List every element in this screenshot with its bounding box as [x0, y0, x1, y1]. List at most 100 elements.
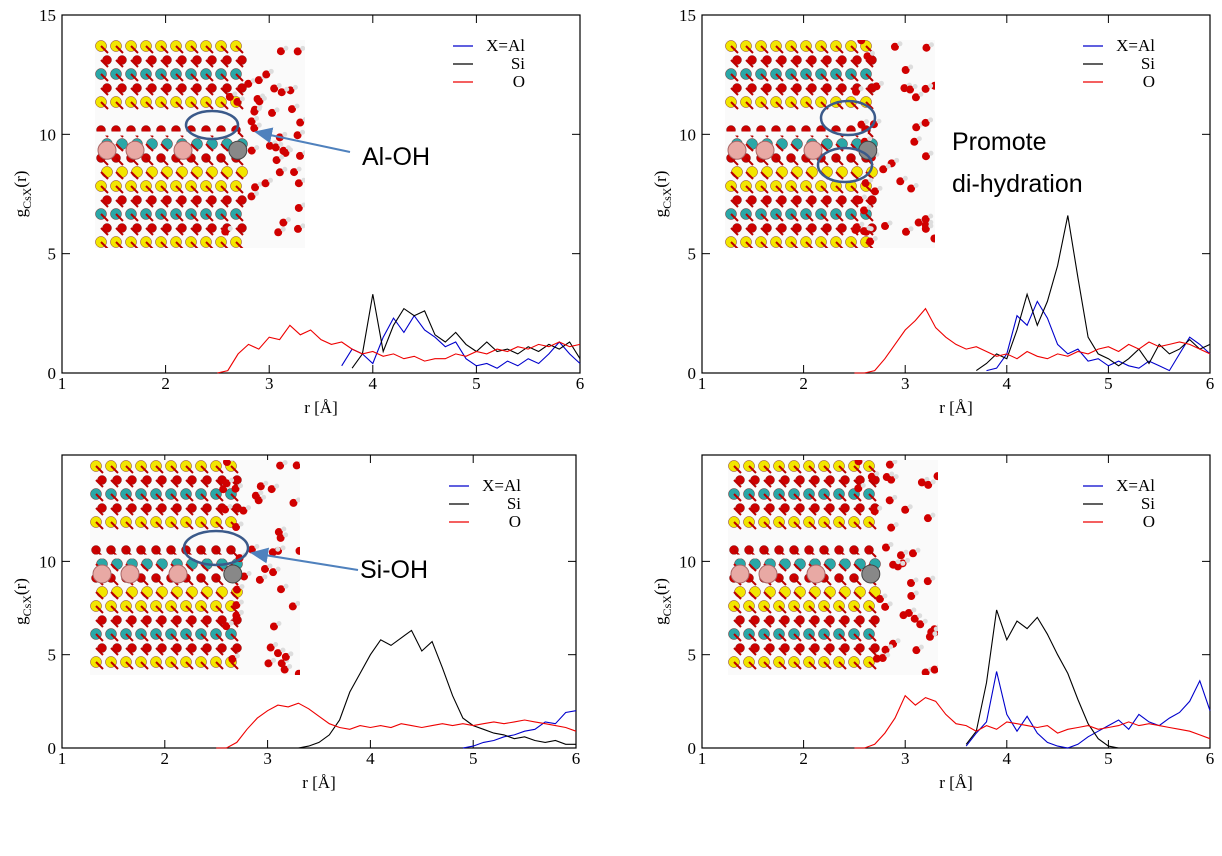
y-tick-label: 10: [679, 125, 696, 144]
water-h: [861, 483, 866, 488]
x-tick-label: 1: [698, 374, 707, 393]
series-line: [987, 301, 1211, 370]
legend-label: X=Al: [486, 36, 525, 55]
x-axis-label: r [Å]: [939, 398, 973, 417]
water-h: [930, 576, 935, 581]
y-label-tail: (r): [651, 578, 670, 595]
water-h: [882, 594, 887, 599]
atom: [112, 587, 123, 598]
water-o: [857, 36, 865, 44]
water-h: [260, 93, 265, 98]
water-h: [937, 664, 942, 669]
water-h: [889, 472, 894, 477]
atom: [227, 686, 236, 695]
y-tick-label: 5: [688, 245, 697, 264]
atom: [177, 167, 188, 178]
y-tick-label: 5: [48, 245, 57, 264]
cs-atom: [759, 565, 777, 583]
y-tick-label: 10: [679, 552, 696, 571]
x-tick-label: 4: [366, 749, 375, 768]
water-h: [229, 621, 234, 626]
atom: [237, 167, 248, 178]
water-h: [276, 567, 281, 572]
y-tick-label: 10: [39, 125, 56, 144]
x-tick-label: 5: [1104, 374, 1113, 393]
water-h: [278, 142, 283, 147]
y-label-sub: CsX: [20, 595, 34, 617]
water-h: [287, 664, 292, 669]
x-tick-label: 6: [1206, 374, 1215, 393]
x-axis-label: r [Å]: [304, 398, 338, 417]
atom: [122, 686, 131, 695]
bond: [839, 690, 846, 697]
water-h: [239, 522, 244, 527]
atom: [207, 167, 218, 178]
water-h: [247, 571, 252, 576]
atom: [837, 167, 848, 178]
x-tick-label: 3: [263, 749, 272, 768]
water-h: [868, 178, 873, 183]
water-h: [859, 86, 864, 91]
atom: [102, 167, 113, 178]
bond: [126, 690, 133, 697]
x-tick-label: 2: [161, 749, 170, 768]
water-h: [254, 145, 259, 150]
atom: [167, 686, 176, 695]
annotation: Promote: [952, 128, 1046, 156]
water-h: [239, 610, 244, 615]
atom: [790, 686, 799, 695]
water-h: [879, 81, 884, 86]
y-label-tail: (r): [11, 171, 30, 188]
x-tick-label: 4: [1003, 749, 1012, 768]
bond: [171, 690, 178, 697]
x-axis-label: r [Å]: [939, 773, 973, 792]
y-label-tail: (r): [11, 578, 30, 595]
water-h: [295, 104, 300, 109]
water-o: [296, 547, 304, 555]
water-h: [228, 504, 233, 509]
water-h: [940, 471, 945, 476]
bond: [111, 690, 118, 697]
water-h: [257, 106, 262, 111]
water-h: [896, 638, 901, 643]
water-h: [284, 584, 289, 589]
gray-atom: [224, 565, 242, 583]
x-tick-label: 3: [901, 749, 910, 768]
x-tick-label: 4: [369, 374, 378, 393]
water-h: [263, 481, 268, 486]
water-h: [914, 591, 919, 596]
water-h: [301, 178, 306, 183]
x-tick-label: 1: [58, 749, 67, 768]
water-h: [299, 460, 304, 465]
gray-atom: [862, 565, 880, 583]
water-h: [929, 42, 934, 47]
atom: [137, 686, 146, 695]
atom: [795, 587, 806, 598]
y-axis-label: gCsX(r): [651, 171, 674, 218]
atom: [112, 559, 123, 570]
water-h: [917, 136, 922, 141]
y-tick-label: 5: [688, 646, 697, 665]
atom: [107, 686, 116, 695]
water-h: [238, 483, 243, 488]
water-h: [937, 233, 942, 238]
y-tick-label: 0: [48, 739, 57, 758]
y-axis-label: gCsX(r): [11, 578, 34, 625]
water-h: [862, 195, 867, 200]
atom: [172, 587, 183, 598]
water-h: [257, 123, 262, 128]
x-tick-label: 2: [161, 374, 170, 393]
atom: [840, 587, 851, 598]
water-h: [911, 607, 916, 612]
atom: [142, 587, 153, 598]
water-h: [905, 558, 910, 563]
x-tick-label: 3: [901, 374, 910, 393]
water-h: [892, 459, 897, 464]
series-line: [854, 309, 1210, 373]
atom: [192, 167, 203, 178]
x-tick-label: 6: [576, 374, 585, 393]
water-h: [867, 136, 872, 141]
atom: [142, 559, 153, 570]
atom: [202, 587, 213, 598]
water-h: [293, 85, 298, 90]
